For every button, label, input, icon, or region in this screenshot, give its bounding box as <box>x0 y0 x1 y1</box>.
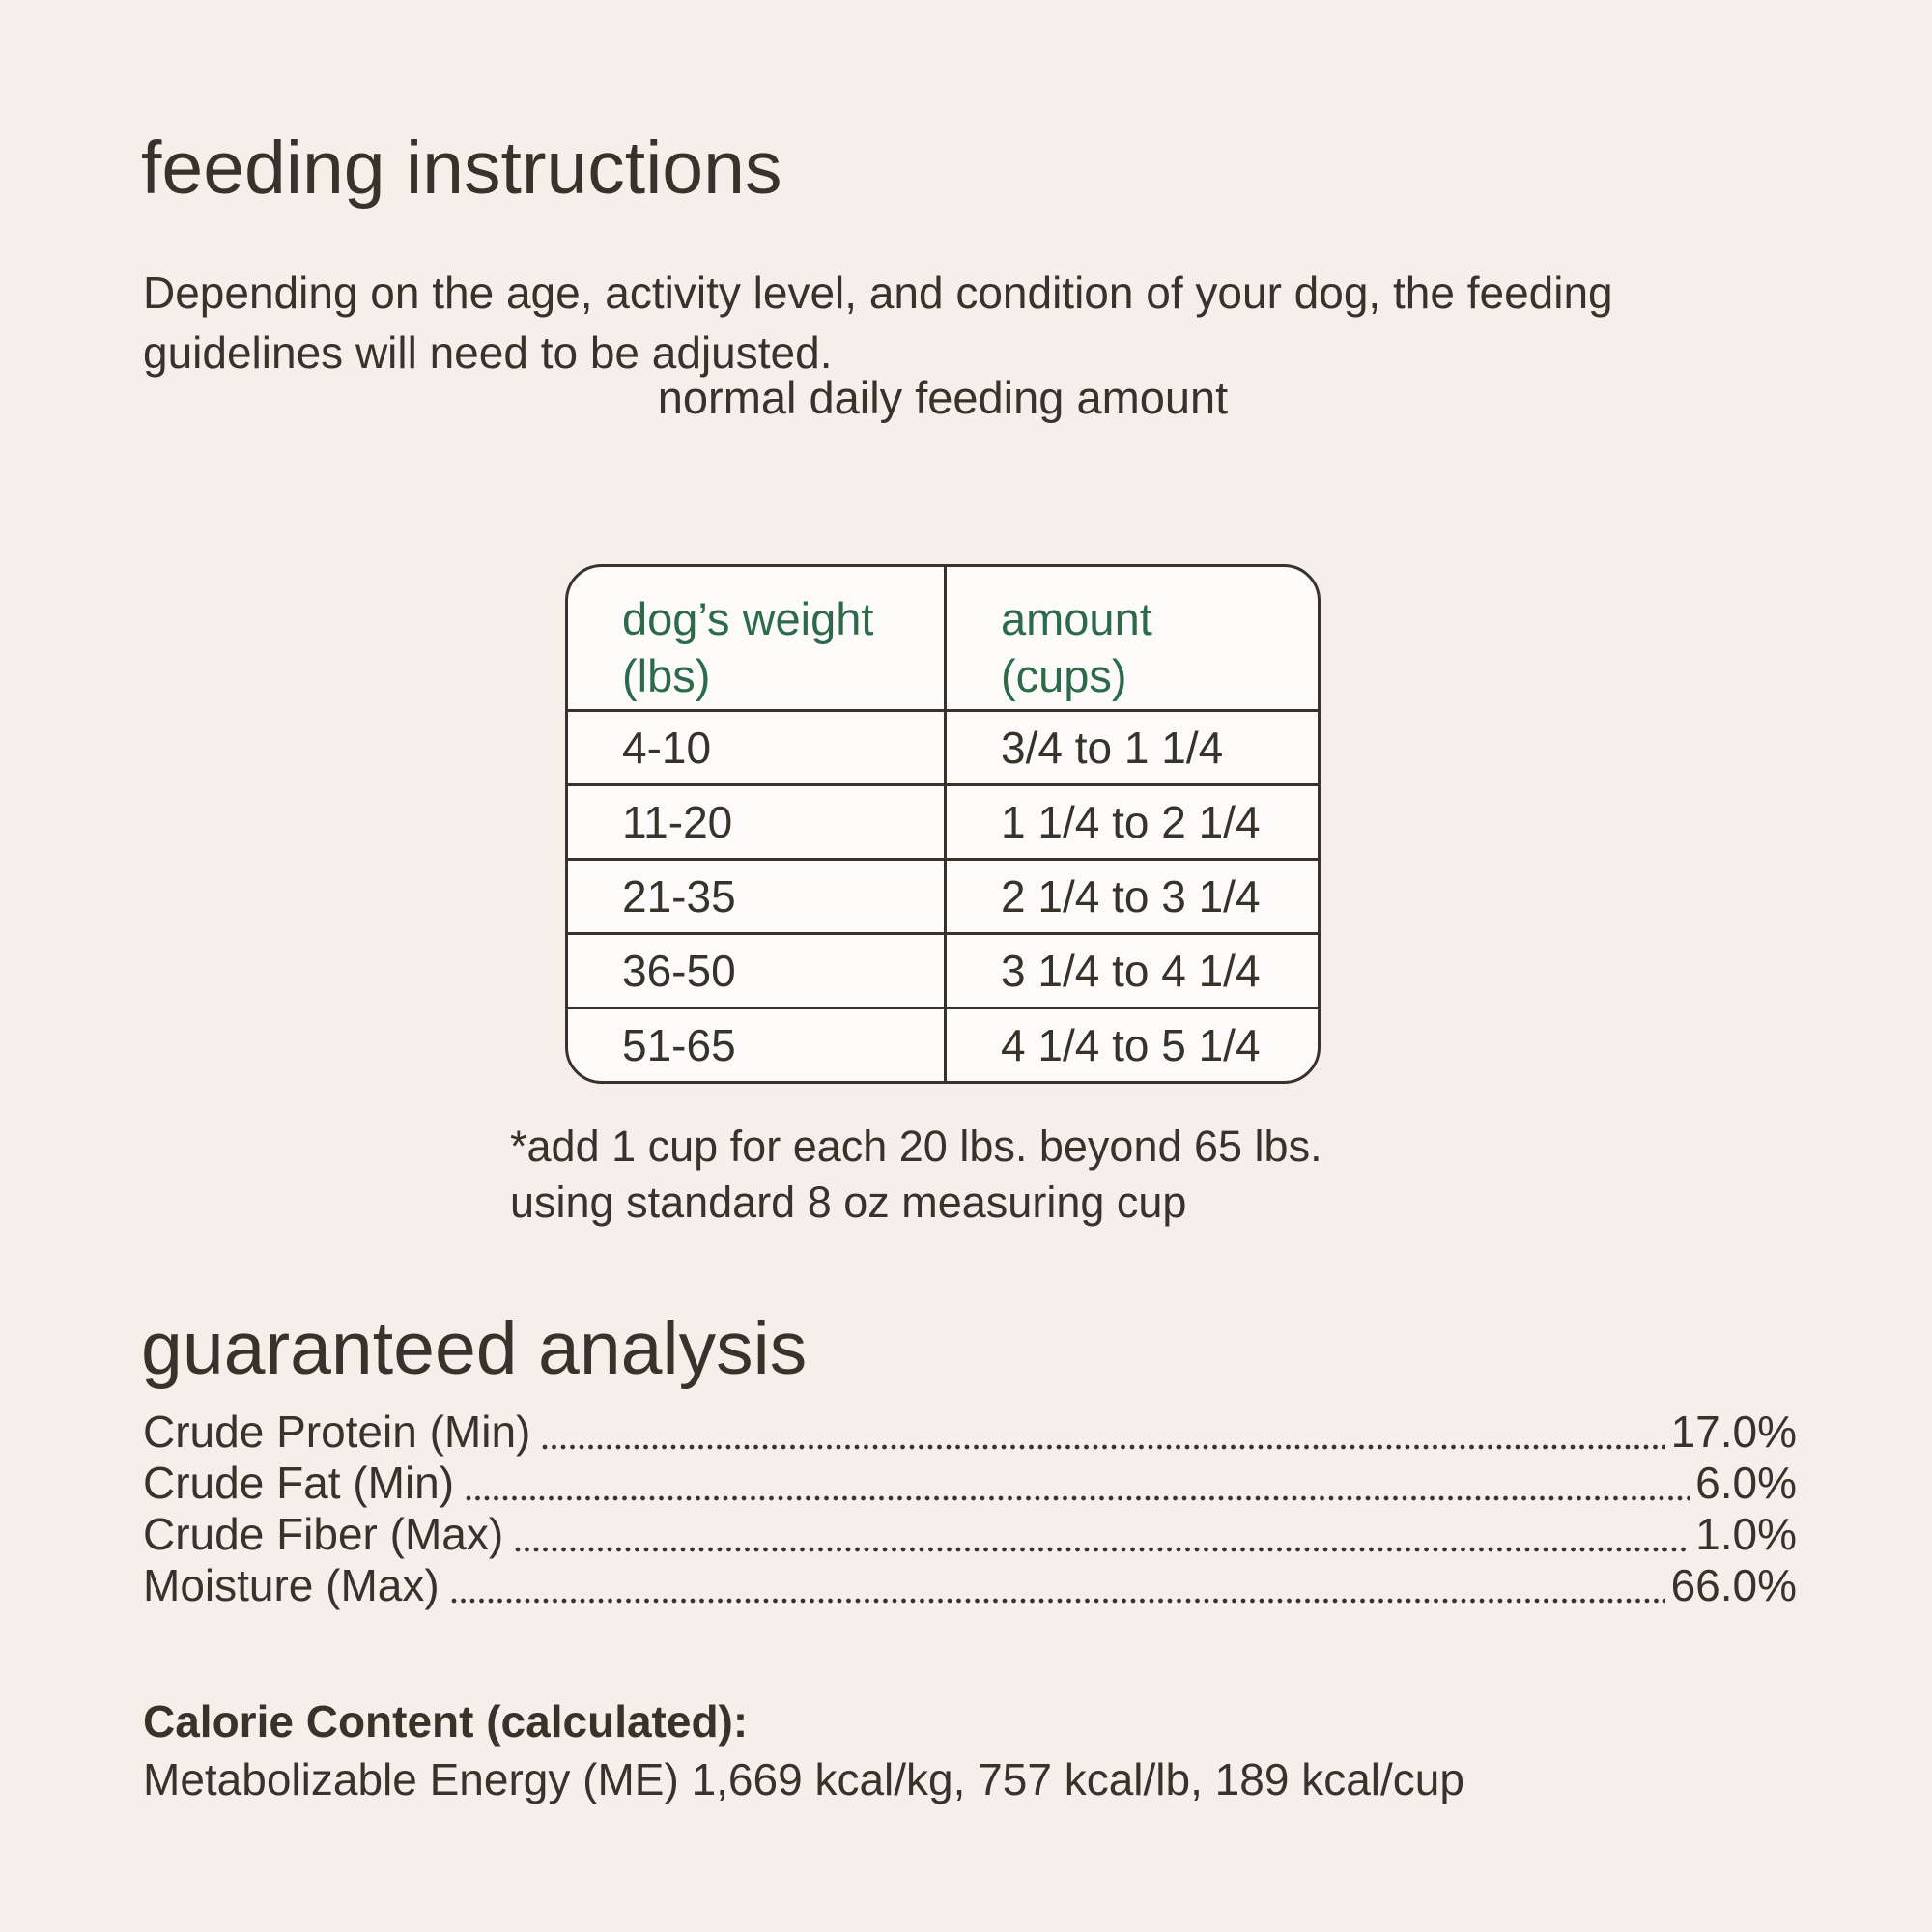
table-row: 36-50 3 1/4 to 4 1/4 <box>568 932 1318 1007</box>
feeding-description-line2: guidelines will need to be adjusted. <box>143 327 833 378</box>
amount-cell: 2 1/4 to 3 1/4 <box>1001 871 1261 922</box>
calorie-content-heading: Calorie Content (calculated): <box>143 1696 749 1747</box>
amount-cell: 4 1/4 to 5 1/4 <box>1001 1020 1261 1070</box>
feeding-footnote-line1: *add 1 cup for each 20 lbs. beyond 65 lb… <box>510 1122 1322 1171</box>
analysis-row-crude-protein: Crude Protein (Min) 17.0% <box>143 1406 1797 1458</box>
weight-cell: 36-50 <box>568 935 947 1007</box>
amount-cell: 1 1/4 to 2 1/4 <box>1001 797 1261 847</box>
amount-cell: 3/4 to 1 1/4 <box>1001 723 1224 773</box>
table-row: 21-35 2 1/4 to 3 1/4 <box>568 858 1318 932</box>
header-amount-line2: (cups) <box>1001 650 1127 701</box>
calorie-content-block: Calorie Content (calculated): Metaboliza… <box>143 1692 1464 1808</box>
feeding-description: Depending on the age, activity level, an… <box>143 263 1613 383</box>
table-row: 4-10 3/4 to 1 1/4 <box>568 709 1318 783</box>
feeding-footnote: *add 1 cup for each 20 lbs. beyond 65 lb… <box>510 1119 1322 1231</box>
guaranteed-analysis-list: Crude Protein (Min) 17.0% Crude Fat (Min… <box>143 1406 1797 1611</box>
dotted-leader <box>515 1547 1690 1552</box>
analysis-label: Crude Fat (Min) <box>143 1458 455 1508</box>
header-dogs-weight: dog’s weight (lbs) <box>568 567 947 709</box>
header-dogs-weight-line1: dog’s weight <box>622 593 874 644</box>
analysis-row-crude-fat: Crude Fat (Min) 6.0% <box>143 1458 1797 1509</box>
dotted-leader <box>450 1598 1665 1604</box>
feeding-amount-table: dog’s weight (lbs) amount (cups) 4-10 3/… <box>565 564 1321 1084</box>
analysis-label: Moisture (Max) <box>143 1560 440 1610</box>
header-dogs-weight-line2: (lbs) <box>622 650 711 701</box>
feeding-table-title: normal daily feeding amount <box>657 372 1229 423</box>
analysis-label: Crude Fiber (Max) <box>143 1509 504 1559</box>
table-row: 51-65 4 1/4 to 5 1/4 <box>568 1007 1318 1081</box>
feeding-footnote-line2: using standard 8 oz measuring cup <box>510 1178 1187 1227</box>
analysis-value: 1.0% <box>1695 1509 1797 1559</box>
guaranteed-analysis-heading: guaranteed analysis <box>141 1307 808 1390</box>
weight-cell: 21-35 <box>568 861 947 932</box>
analysis-label: Crude Protein (Min) <box>143 1406 531 1457</box>
weight-cell: 51-65 <box>568 1009 947 1081</box>
table-header-row: dog’s weight (lbs) amount (cups) <box>568 567 1318 709</box>
analysis-value: 6.0% <box>1695 1458 1797 1508</box>
table-row: 11-20 1 1/4 to 2 1/4 <box>568 783 1318 858</box>
weight-cell: 4-10 <box>568 712 947 783</box>
amount-cell: 3 1/4 to 4 1/4 <box>1001 946 1261 996</box>
feeding-description-line1: Depending on the age, activity level, an… <box>143 268 1613 318</box>
calorie-content-detail: Metabolizable Energy (ME) 1,669 kcal/kg,… <box>143 1754 1464 1804</box>
analysis-value: 17.0% <box>1670 1406 1797 1457</box>
analysis-value: 66.0% <box>1670 1560 1797 1610</box>
feeding-instructions-heading: feeding instructions <box>141 127 782 210</box>
analysis-row-crude-fiber: Crude Fiber (Max) 1.0% <box>143 1509 1797 1560</box>
dotted-leader <box>542 1444 1665 1450</box>
analysis-row-moisture: Moisture (Max) 66.0% <box>143 1560 1797 1611</box>
header-amount-line1: amount <box>1001 593 1152 644</box>
weight-cell: 11-20 <box>568 786 947 858</box>
dotted-leader <box>466 1495 1690 1501</box>
header-amount: amount (cups) <box>947 567 1318 709</box>
